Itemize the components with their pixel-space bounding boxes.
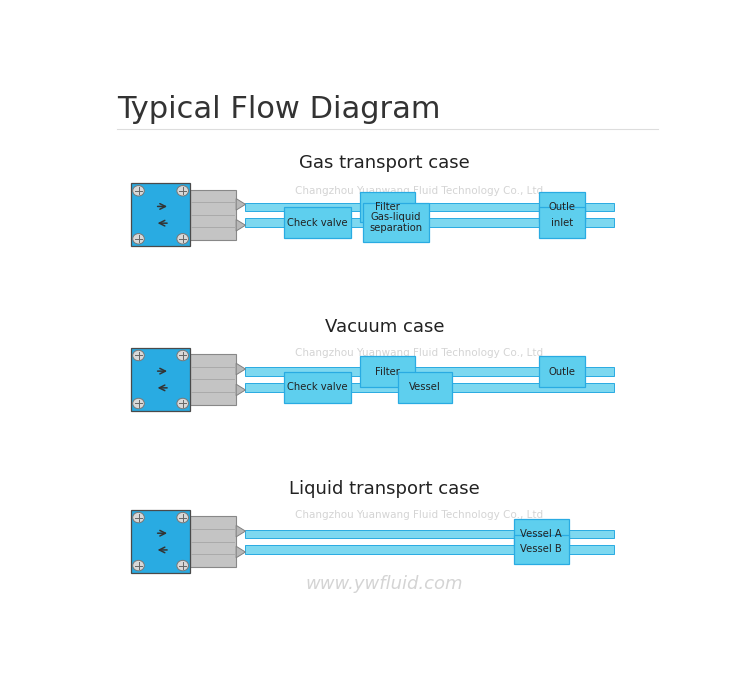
Circle shape [133, 560, 144, 571]
Text: Gas-liquid
separation: Gas-liquid separation [370, 212, 422, 234]
Text: Outle: Outle [548, 202, 575, 212]
Bar [245, 203, 614, 211]
FancyBboxPatch shape [514, 519, 568, 549]
FancyBboxPatch shape [131, 510, 190, 573]
Text: Vessel B: Vessel B [520, 545, 562, 555]
Text: Changzhou Yuanwang Fluid Technology Co., Ltd: Changzhou Yuanwang Fluid Technology Co.,… [296, 348, 543, 359]
Text: Changzhou Yuanwang Fluid Technology Co., Ltd: Changzhou Yuanwang Fluid Technology Co.,… [296, 186, 543, 196]
Bar [245, 545, 614, 553]
FancyBboxPatch shape [284, 372, 351, 403]
Polygon shape [236, 219, 245, 231]
Circle shape [133, 399, 144, 409]
Text: Liquid transport case: Liquid transport case [289, 480, 480, 498]
FancyBboxPatch shape [363, 203, 429, 242]
Text: Vessel: Vessel [410, 382, 441, 392]
Circle shape [177, 399, 188, 409]
Text: Gas transport case: Gas transport case [299, 153, 470, 172]
Bar [245, 367, 614, 376]
FancyBboxPatch shape [131, 348, 190, 411]
Text: Check valve: Check valve [287, 382, 348, 392]
Text: Typical Flow Diagram: Typical Flow Diagram [117, 94, 440, 124]
FancyBboxPatch shape [398, 372, 452, 403]
FancyBboxPatch shape [538, 207, 584, 238]
FancyBboxPatch shape [538, 191, 584, 223]
Polygon shape [236, 363, 245, 375]
Polygon shape [236, 384, 245, 396]
Circle shape [177, 560, 188, 571]
Bar [245, 219, 614, 227]
FancyBboxPatch shape [360, 191, 415, 223]
Text: Vessel A: Vessel A [520, 529, 562, 538]
Polygon shape [236, 547, 245, 557]
Polygon shape [236, 198, 245, 210]
Circle shape [133, 350, 144, 361]
Text: Outle: Outle [548, 367, 575, 377]
Circle shape [177, 513, 188, 523]
Circle shape [177, 350, 188, 361]
Bar [190, 189, 236, 240]
Text: Filter: Filter [375, 367, 400, 377]
Text: inlet: inlet [550, 218, 573, 227]
Text: Check valve: Check valve [287, 218, 348, 227]
Circle shape [177, 234, 188, 244]
Text: Vacuum case: Vacuum case [325, 318, 444, 336]
Circle shape [177, 185, 188, 196]
FancyBboxPatch shape [514, 535, 568, 564]
Bar [245, 530, 614, 538]
Bar [245, 383, 614, 392]
FancyBboxPatch shape [360, 356, 415, 387]
Circle shape [133, 234, 144, 244]
Circle shape [133, 185, 144, 196]
FancyBboxPatch shape [538, 356, 584, 387]
Polygon shape [236, 526, 245, 537]
Circle shape [133, 513, 144, 523]
Bar [190, 516, 236, 567]
Text: Changzhou Yuanwang Fluid Technology Co., Ltd: Changzhou Yuanwang Fluid Technology Co.,… [296, 511, 543, 520]
FancyBboxPatch shape [284, 207, 351, 238]
Bar [190, 354, 236, 405]
Text: www.ywfluid.com: www.ywfluid.com [306, 575, 463, 593]
Text: Filter: Filter [375, 202, 400, 212]
FancyBboxPatch shape [131, 183, 190, 246]
